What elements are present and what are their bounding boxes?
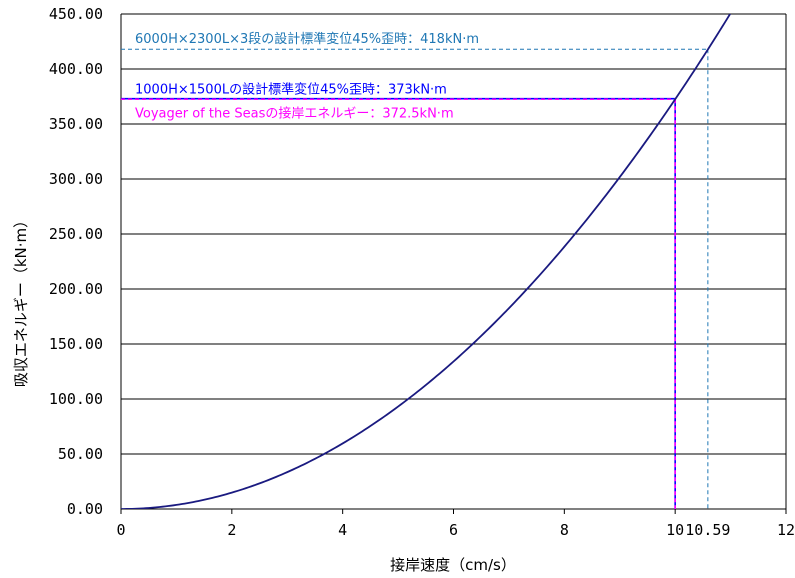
series-line-0 bbox=[121, 14, 732, 509]
y-tick-label: 50.00 bbox=[58, 445, 103, 463]
x-tick-label: 2 bbox=[227, 521, 236, 539]
y-axis-title: 吸収エネルギー（kN·m） bbox=[12, 213, 30, 387]
reference-x-label-0: 10.59 bbox=[685, 521, 730, 539]
y-tick-label: 100.00 bbox=[49, 390, 103, 408]
reference-label-0: 6000H×2300L×3段の設計標準変位45%歪時：418kN·m bbox=[135, 31, 479, 47]
x-tick-label: 6 bbox=[449, 521, 458, 539]
reference-lines bbox=[121, 48, 709, 509]
y-tick-label: 400.00 bbox=[49, 60, 103, 78]
x-tick-label: 0 bbox=[116, 521, 125, 539]
y-tick-labels: 0.00 50.00 100.00 150.00 200.00 250.00 300.00 3… bbox=[49, 5, 103, 518]
x-tick-label: 4 bbox=[338, 521, 347, 539]
x-tick-label: 8 bbox=[560, 521, 569, 539]
reference-x-label-2: 10 bbox=[666, 521, 684, 539]
y-tick-label: 300.00 bbox=[49, 170, 103, 188]
x-tick-label: 12 bbox=[777, 521, 795, 539]
y-tick-label: 450.00 bbox=[49, 5, 103, 23]
y-tick-label: 0.00 bbox=[67, 500, 103, 518]
y-tick-label: 150.00 bbox=[49, 335, 103, 353]
y-tick-label: 200.00 bbox=[49, 280, 103, 298]
y-tick-label: 350.00 bbox=[49, 115, 103, 133]
y-tick-label: 250.00 bbox=[49, 225, 103, 243]
gridlines bbox=[121, 13, 786, 510]
annotations: 6000H×2300L×3段の設計標準変位45%歪時：418kN·m 1000H×… bbox=[135, 31, 479, 121]
x-axis-title: 接岸速度（cm/s） bbox=[390, 556, 516, 574]
reference-label-2: Voyager of the Seasの接岸エネルギー：372.5kN·m bbox=[135, 105, 454, 121]
reference-label-1: 1000H×1500Lの設計標準変位45%歪時：373kN·m bbox=[135, 82, 447, 98]
series-layer bbox=[121, 14, 732, 509]
